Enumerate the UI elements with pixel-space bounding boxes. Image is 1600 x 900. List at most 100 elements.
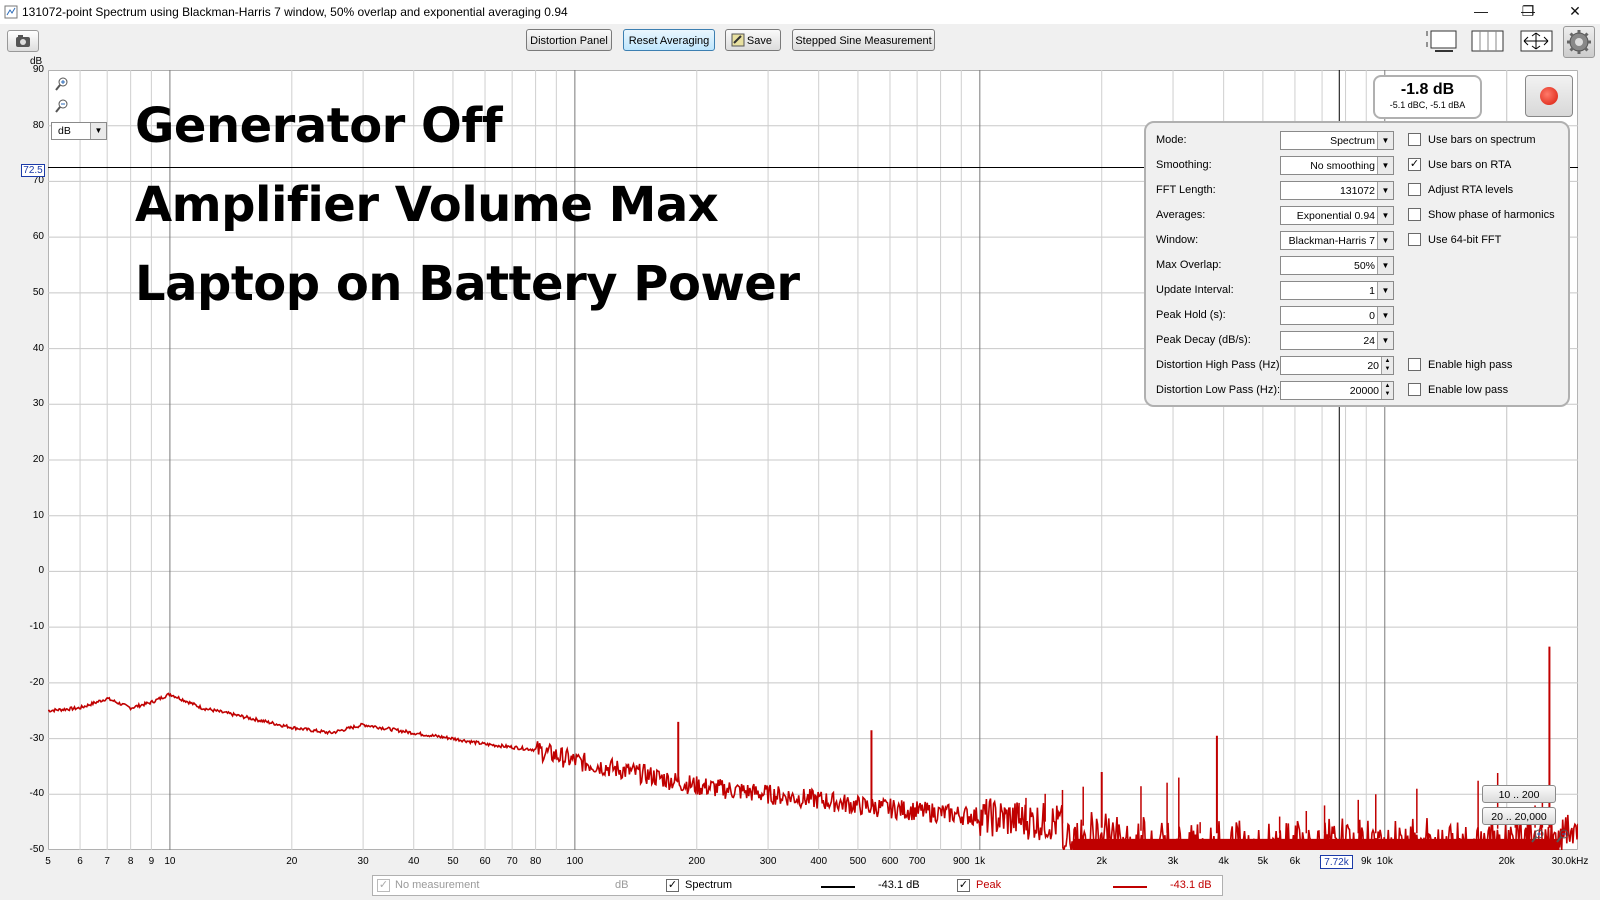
setting-combo[interactable]: Spectrum ▼: [1280, 131, 1394, 150]
zoom-out-y-button[interactable]: [54, 98, 70, 114]
setting-value: Exponential 0.94: [1296, 210, 1375, 222]
setting-label: Smoothing:: [1156, 159, 1212, 171]
expand-button[interactable]: [1518, 28, 1554, 54]
chevron-down-icon: ▼: [1377, 207, 1393, 224]
distortion-panel-button[interactable]: Distortion Panel: [526, 29, 612, 51]
setting-label: Peak Hold (s):: [1156, 309, 1226, 321]
setting-combo[interactable]: No smoothing ▼: [1280, 156, 1394, 175]
peak-series-line: [48, 692, 1578, 850]
chevron-down-icon: ▼: [1377, 332, 1393, 349]
reset-averaging-button[interactable]: Reset Averaging: [623, 29, 715, 51]
save-label: Save: [746, 35, 772, 47]
columns-icon: [1471, 30, 1504, 52]
columns-view-button[interactable]: [1469, 28, 1505, 54]
y-tick-label: -40: [29, 788, 44, 800]
x-tick-label: 7: [104, 856, 110, 867]
x-tick-label: 20: [286, 856, 298, 867]
app-icon: [4, 5, 18, 19]
range-20-20000-button[interactable]: 20 .. 20,000: [1482, 807, 1556, 825]
y-tick-label: 50: [32, 286, 44, 298]
stepped-sine-button[interactable]: Stepped Sine Measurement: [792, 29, 935, 51]
overlay-line-2: Amplifier Volume Max: [135, 177, 719, 233]
setting-value: 1: [1369, 285, 1375, 297]
setting-combo[interactable]: 0 ▼: [1280, 306, 1394, 325]
x-tick-label: 50: [447, 856, 459, 867]
setting-checkbox-label: Use bars on spectrum: [1428, 134, 1536, 146]
setting-combo[interactable]: 1 ▼: [1280, 281, 1394, 300]
x-tick-label: 80: [530, 856, 542, 867]
zoom-out-x-button[interactable]: [1555, 828, 1571, 844]
setting-combo[interactable]: Exponential 0.94 ▼: [1280, 206, 1394, 225]
chevron-down-icon: ▼: [1377, 132, 1393, 149]
chevron-down-icon: ▼: [1377, 182, 1393, 199]
chevron-down-icon: ▼: [1377, 232, 1393, 249]
zoom-in-y-button[interactable]: [54, 76, 70, 92]
legend-peak-value: -43.1 dB: [1170, 879, 1212, 891]
setting-spinner[interactable]: 20000 ▲ ▼: [1280, 381, 1394, 400]
setting-combo[interactable]: 50% ▼: [1280, 256, 1394, 275]
minimize-window-button[interactable]: —: [1474, 3, 1488, 19]
setting-label: Distortion High Pass (Hz):: [1156, 359, 1283, 371]
x-tick-label: 40: [408, 856, 420, 867]
chevron-down-icon: ▼: [1377, 307, 1393, 324]
legend-no-measurement-label: No measurement: [395, 879, 480, 891]
setting-combo[interactable]: 131072 ▼: [1280, 181, 1394, 200]
setting-checkbox[interactable]: [1408, 183, 1421, 196]
spectrum-settings-panel: Mode: Spectrum ▼ Smoothing: No smoothing ▼ FFT…: [1144, 121, 1570, 407]
zoom-in-icon: [55, 77, 68, 91]
camera-icon: [16, 35, 30, 47]
legend-peak-checkbox[interactable]: ✓: [957, 879, 970, 892]
save-button[interactable]: Save: [725, 29, 781, 51]
legend-peak-swatch: [1113, 886, 1147, 888]
level-display: -1.8 dB -5.1 dBC, -5.1 dBA: [1373, 75, 1482, 119]
x-tick-label: 9k: [1360, 856, 1372, 867]
x-tick-label: 60: [479, 856, 491, 867]
zoom-in-x-button[interactable]: [1530, 828, 1546, 844]
setting-value: 50%: [1353, 260, 1375, 272]
minimize-button[interactable]: —: [1521, 3, 1535, 19]
restore-window-button[interactable]: ❐: [1521, 3, 1535, 19]
settings-button[interactable]: [1563, 26, 1595, 58]
legend-no-measurement-checkbox[interactable]: ✓: [377, 879, 390, 892]
setting-combo[interactable]: Blackman-Harris 7 ▼: [1280, 231, 1394, 250]
y-tick-label: -50: [29, 844, 44, 855]
unit-select[interactable]: dB ▼: [51, 122, 107, 140]
y-tick-label: 40: [32, 342, 44, 354]
setting-checkbox[interactable]: [1408, 358, 1421, 371]
close-window-button[interactable]: ✕: [1569, 3, 1581, 19]
x-tick-label: 3k: [1167, 856, 1179, 867]
gear-icon: [1567, 30, 1591, 54]
x-tick-label: 1k: [974, 856, 986, 867]
setting-checkbox-label: Enable low pass: [1428, 384, 1509, 396]
setting-value: 131072: [1339, 185, 1375, 197]
x-tick-label: 8: [127, 856, 134, 867]
setting-label: Window:: [1156, 234, 1199, 246]
setting-checkbox[interactable]: [1408, 383, 1421, 396]
range-10-200-button[interactable]: 10 .. 200: [1482, 785, 1556, 803]
setting-checkbox[interactable]: [1408, 133, 1421, 146]
unit-select-value: dB: [58, 125, 71, 137]
zoom-in-x-icon: [1531, 829, 1544, 843]
x-tick-label: 2k: [1096, 856, 1107, 867]
camera-button[interactable]: [7, 30, 39, 52]
setting-label: Max Overlap:: [1156, 259, 1222, 271]
spinner-arrows-icon: ▲ ▼: [1381, 357, 1393, 374]
setting-label: Peak Decay (dB/s):: [1156, 334, 1251, 346]
setting-checkbox[interactable]: [1408, 208, 1421, 221]
x-tick-label: 10: [164, 856, 176, 867]
x-tick-label: 30.0kHz: [1551, 856, 1589, 867]
legend-spectrum-checkbox[interactable]: ✓: [666, 879, 679, 892]
setting-checkbox[interactable]: ✓: [1408, 158, 1421, 171]
x-tick-label: 500: [849, 856, 867, 867]
chevron-down-icon: ▼: [1377, 282, 1393, 299]
setting-label: Update Interval:: [1156, 284, 1234, 296]
y-axis-unit: dB: [30, 56, 43, 67]
x-tick-label: 900: [952, 856, 970, 867]
setting-checkbox[interactable]: [1408, 233, 1421, 246]
expand-arrows-icon: [1520, 30, 1553, 52]
setting-combo[interactable]: 24 ▼: [1280, 331, 1394, 350]
fit-view-button[interactable]: [1425, 28, 1461, 54]
title-bar: 131072-point Spectrum using Blackman-Har…: [0, 0, 1600, 24]
setting-spinner[interactable]: 20 ▲ ▼: [1280, 356, 1394, 375]
record-button[interactable]: [1525, 75, 1573, 117]
